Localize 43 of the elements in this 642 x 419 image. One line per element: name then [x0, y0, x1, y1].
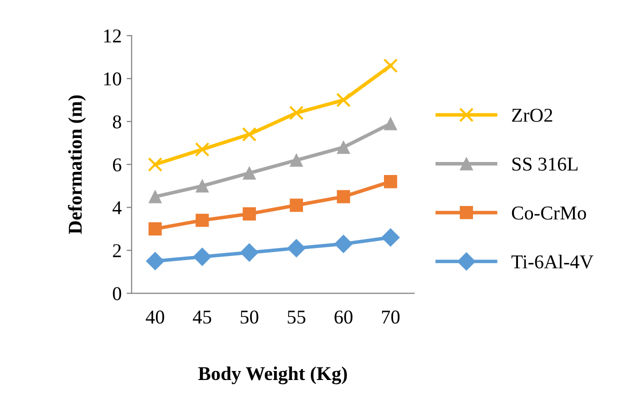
point: [148, 157, 162, 172]
point: [336, 140, 350, 154]
point: [334, 234, 353, 254]
x-tick-label: 55: [288, 310, 306, 324]
point: [148, 190, 162, 204]
point: [242, 166, 256, 180]
point: [336, 190, 350, 204]
legend-label: Co-CrMo: [512, 206, 586, 220]
x-axis-title: Body Weight (Kg): [198, 366, 347, 384]
point: [384, 117, 398, 130]
y-tick-label: 2: [113, 244, 121, 258]
legend-label: SS 316L: [512, 158, 578, 171]
point: [384, 175, 398, 188]
y-tick-label: 4: [112, 201, 122, 214]
legend-label: ZrO2: [512, 108, 552, 122]
point: [196, 179, 209, 193]
point: [194, 142, 210, 157]
point: [290, 154, 303, 167]
point: [196, 214, 209, 227]
point: [381, 228, 400, 247]
point: [146, 252, 164, 270]
point: [240, 243, 258, 262]
y-tick-label: 12: [104, 29, 121, 42]
x-tick-label: 50: [240, 310, 258, 324]
y-tick-label: 6: [113, 158, 122, 172]
point: [242, 127, 257, 142]
point: [148, 222, 162, 236]
point: [336, 92, 351, 108]
point: [193, 248, 212, 266]
y-tick-label: 8: [112, 115, 122, 128]
y-tick-label: 0: [112, 287, 122, 300]
y-tick-label: 10: [104, 72, 122, 86]
point: [290, 198, 303, 212]
point: [287, 239, 306, 258]
point: [383, 58, 398, 73]
point: [242, 207, 256, 220]
x-tick-label: 70: [382, 310, 400, 324]
y-axis-title: Deformation (m): [68, 95, 86, 234]
x-tick-label: 45: [192, 310, 212, 324]
point: [289, 106, 304, 120]
x-tick-label: 40: [146, 310, 164, 324]
legend-label: Ti-6Al-4V: [511, 254, 594, 269]
x-tick-label: 60: [334, 310, 352, 324]
